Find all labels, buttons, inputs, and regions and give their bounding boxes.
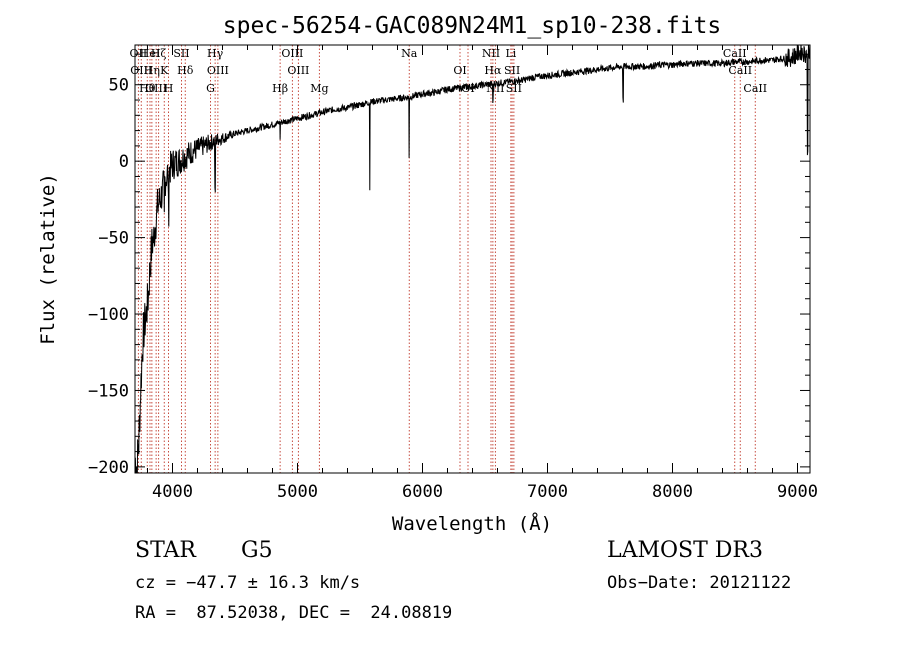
x-axis-label: Wavelength (Å): [392, 512, 552, 535]
chart-title: spec-56254-GAC089N24M1_sp10-238.fits: [223, 13, 722, 39]
line-label: CaII: [728, 64, 752, 77]
line-label: OIII: [145, 82, 167, 95]
x-tick-label: 9000: [777, 482, 818, 502]
line-label: Hη: [144, 64, 160, 77]
x-tick-label: 7000: [527, 482, 568, 502]
line-label: Hδ: [177, 64, 194, 77]
y-axis-label: Flux (relative): [37, 173, 59, 345]
line-label: OI: [453, 64, 466, 77]
survey-label: LAMOST DR3: [607, 538, 763, 563]
line-label: HeI: [140, 47, 160, 60]
class-label: STAR: [135, 538, 196, 563]
line-label: Hζ: [151, 47, 167, 60]
line-label: CaII: [723, 47, 747, 60]
y-tick-label: −100: [88, 305, 129, 325]
line-label: Li: [505, 47, 516, 60]
y-tick-label: 0: [119, 152, 129, 172]
line-label: G: [206, 82, 215, 95]
x-tick-label: 6000: [402, 482, 443, 502]
line-label: OI: [461, 82, 474, 95]
line-label: Hβ: [272, 82, 288, 95]
line-label: SII: [173, 47, 189, 60]
line-label: SII: [506, 82, 522, 95]
redshift-label: cz = −47.7 ± 16.3 km/s: [135, 573, 361, 593]
line-label: Mg: [310, 82, 328, 95]
line-label: CaII: [743, 82, 767, 95]
line-label: Hθ: [139, 82, 156, 95]
line-label: SII: [504, 64, 520, 77]
x-tick-label: 4000: [152, 482, 193, 502]
line-label: H: [164, 82, 174, 95]
y-tick-label: −50: [98, 229, 129, 249]
line-label: OII: [130, 47, 148, 60]
obs-date-label: Obs−Date: 20121122: [607, 573, 792, 593]
y-tick-label: −150: [88, 381, 129, 401]
line-label: Hα: [484, 64, 502, 77]
line-label: Na: [401, 47, 418, 60]
line-label: OIII: [130, 64, 152, 77]
coordinates-label: RA = 87.52038, DEC = 24.08819: [135, 603, 453, 623]
subclass-label: G5: [241, 538, 273, 563]
line-label: NII: [482, 47, 500, 60]
plot-frame: [134, 44, 811, 474]
line-label: OIII: [281, 47, 303, 60]
y-tick-label: 50: [109, 76, 129, 96]
line-label: K: [160, 64, 169, 77]
spectrum-series-line: [135, 45, 810, 473]
line-label: OIII: [207, 64, 229, 77]
x-tick-label: 8000: [652, 482, 693, 502]
y-tick-label: −200: [88, 458, 129, 478]
line-label: OIII: [287, 64, 309, 77]
line-label: Hγ: [207, 47, 224, 60]
x-tick-label: 5000: [277, 482, 318, 502]
line-label: NII: [486, 82, 504, 95]
